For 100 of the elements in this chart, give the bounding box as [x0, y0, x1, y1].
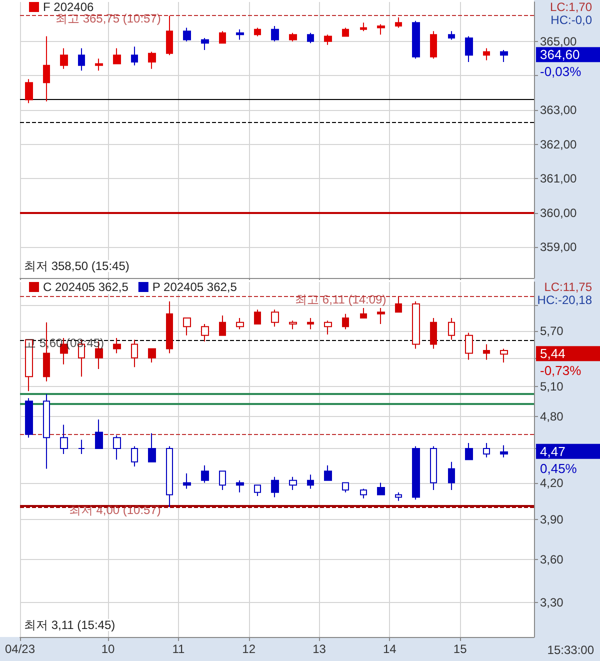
candlestick — [412, 20, 420, 60]
y-tick-label: 361,00 — [540, 172, 578, 186]
y-tick-label: 3,90 — [540, 512, 564, 527]
candlestick — [60, 48, 68, 70]
candlestick — [201, 324, 209, 342]
candlestick — [448, 461, 455, 490]
candlestick — [412, 446, 420, 500]
candlestick — [236, 480, 244, 493]
candlestick — [148, 348, 156, 363]
y-tick-label: 362,00 — [540, 137, 578, 152]
candlestick — [500, 348, 508, 363]
candlestick — [307, 474, 314, 490]
candlestick — [131, 46, 138, 66]
candlestick — [465, 36, 473, 62]
candlestick — [25, 78, 33, 104]
candlestick — [465, 332, 473, 360]
candlestick — [95, 419, 103, 449]
candlestick — [307, 318, 314, 330]
text: LC:11,75 — [544, 280, 592, 294]
annotation: 최저 3,11 (15:45) — [24, 618, 116, 632]
candlestick — [483, 442, 490, 458]
x-tick-label: 04/23 — [4, 642, 36, 656]
annotation: 최고 6,11 (14:09) — [295, 292, 386, 306]
candlestick — [377, 307, 385, 325]
candlestick — [166, 446, 173, 508]
candlestick — [78, 48, 85, 72]
candlestick — [183, 27, 191, 42]
candlestick — [113, 48, 121, 64]
text: 364,60 — [540, 47, 580, 62]
candlestick — [448, 318, 455, 340]
candlestick — [500, 50, 508, 62]
legend-label: C 202405 362,5 — [43, 280, 129, 294]
legend-label: F 202406 — [43, 0, 94, 14]
candlestick — [166, 300, 173, 354]
text: -0,73% — [540, 363, 582, 378]
candlestick — [448, 30, 455, 40]
candlestick — [360, 488, 367, 499]
candlestick — [465, 442, 473, 460]
candlestick — [201, 464, 209, 484]
candlestick — [483, 48, 490, 61]
y-tick-label: 360,00 — [540, 206, 578, 220]
candlestick — [236, 28, 244, 40]
candlestick — [78, 439, 85, 455]
annotation: 최저 358,50 (15:45) — [24, 259, 130, 273]
candlestick — [113, 337, 121, 354]
y-tick-label: 363,00 — [540, 103, 578, 117]
candlestick — [43, 394, 50, 470]
candlestick — [483, 344, 490, 360]
candlestick — [289, 320, 297, 330]
candlestick — [342, 27, 349, 37]
x-tick-label: 11 — [172, 642, 185, 656]
y-tick-label: 5,70 — [540, 324, 564, 338]
candlestick — [254, 27, 261, 37]
y-tick-label: 4,80 — [540, 409, 564, 424]
x-tick-label: 10 — [101, 642, 116, 656]
y-tick-label: 5,10 — [540, 379, 564, 394]
candlestick — [201, 38, 209, 50]
candlestick — [271, 26, 279, 42]
text: LC:1,70 — [550, 0, 592, 14]
candlestick — [377, 24, 385, 36]
candlestick — [342, 482, 349, 493]
candlestick — [271, 476, 279, 498]
candlestick — [148, 51, 156, 70]
candlestick — [360, 307, 367, 319]
x-tick-label: 12 — [242, 642, 256, 656]
candlestick — [183, 472, 191, 490]
candlestick — [254, 484, 261, 496]
y-tick-label: 359,00 — [540, 240, 578, 254]
candlestick — [324, 320, 332, 335]
candlestick — [430, 30, 437, 60]
text: HC:-20,18 — [537, 293, 592, 307]
candlestick — [60, 424, 68, 455]
x-tick-label: 14 — [382, 642, 397, 656]
candlestick — [113, 434, 121, 460]
candlestick — [219, 315, 226, 336]
text: -0,03% — [540, 64, 582, 80]
candlestick — [25, 398, 33, 438]
x-tick-label: 13 — [312, 642, 326, 656]
y-tick-label: 3,60 — [540, 552, 564, 566]
candlestick — [148, 432, 156, 462]
candlestick — [500, 444, 508, 458]
candlestick — [95, 58, 103, 72]
candlestick — [430, 446, 437, 490]
y-tick-label: 4,20 — [540, 476, 564, 490]
candlestick — [43, 36, 50, 102]
text: 15:33:00 — [547, 643, 594, 657]
candlestick — [219, 470, 226, 490]
candlestick — [430, 318, 437, 350]
x-tick-label: 15 — [453, 642, 468, 656]
candlestick — [395, 16, 402, 28]
candlestick — [412, 300, 420, 350]
annotation: 최고 365,75 (10:57) — [56, 12, 161, 26]
candlestick — [324, 464, 332, 481]
candlestick — [289, 476, 297, 490]
candlestick — [307, 32, 314, 44]
text: 5,44 — [540, 346, 566, 362]
candlestick — [219, 30, 226, 44]
candlestick — [395, 296, 402, 313]
legend-label: P 202405 362,5 — [152, 280, 238, 294]
candlestick — [342, 313, 349, 330]
